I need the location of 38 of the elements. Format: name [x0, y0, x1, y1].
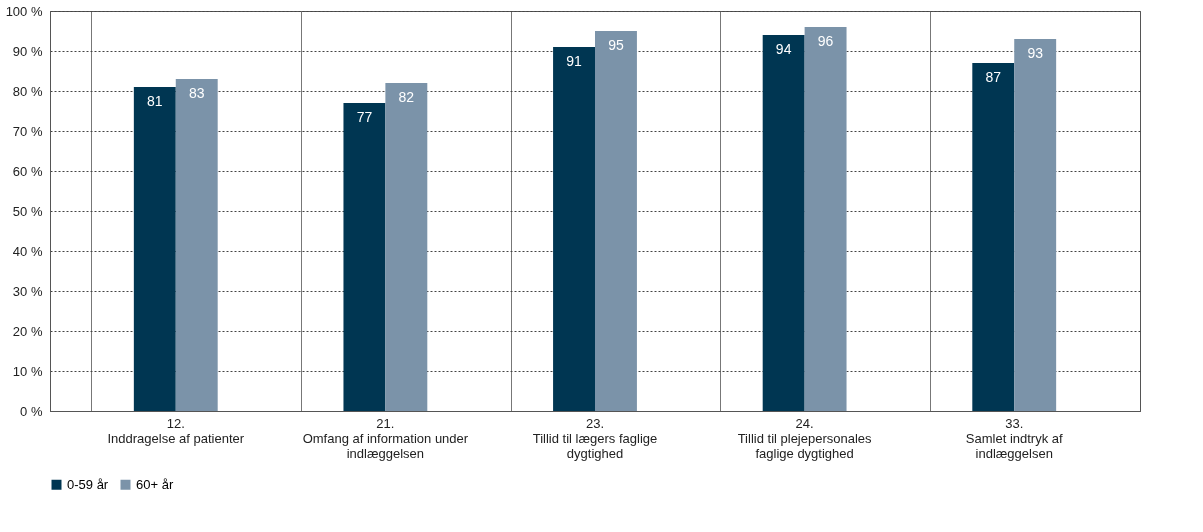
bar [343, 103, 386, 411]
data-label: 82 [398, 89, 415, 105]
bar [133, 87, 176, 411]
x-tick-label: 23. Tillid til lægers faglige dygtighed [532, 415, 658, 461]
bar [1014, 39, 1057, 411]
y-tick-label: 50 % [12, 203, 43, 219]
data-label: 96 [817, 33, 834, 49]
data-label: 83 [188, 85, 205, 101]
y-tick-label: 0 % [20, 403, 43, 419]
y-tick-label: 90 % [12, 43, 43, 59]
legend-label: 0-59 år [67, 476, 109, 492]
x-tick-label: 24. Tillid til plejepersonales faglige dygtighed [737, 415, 873, 461]
y-tick-label: 100 % [5, 3, 43, 19]
data-label: 95 [608, 37, 624, 53]
x-tick-label: 21. Omfang af information under indlæggelsen [302, 415, 469, 461]
data-label: 81 [147, 93, 163, 109]
y-tick-label: 70 % [12, 123, 43, 139]
data-label: 94 [775, 41, 792, 57]
legend-label: 60+ år [136, 476, 174, 492]
y-tick-label: 30 % [12, 283, 43, 299]
y-tick-label: 80 % [12, 83, 43, 99]
bar [804, 27, 847, 411]
y-tick-label: 10 % [12, 363, 43, 379]
bar [595, 31, 637, 411]
data-label: 77 [356, 109, 373, 125]
bar [385, 83, 428, 411]
x-tick-label: 12. Inddragelse af patienter [107, 415, 245, 446]
bar [762, 35, 805, 411]
data-label: 91 [566, 53, 583, 69]
x-tick-label: 33. Samlet indtryk af indlæggelsen [965, 415, 1064, 461]
bar [972, 63, 1015, 411]
bar [553, 47, 595, 411]
data-label: 93 [1027, 45, 1044, 61]
y-tick-label: 60 % [12, 163, 43, 179]
y-tick-label: 20 % [12, 323, 43, 339]
data-label: 87 [985, 69, 1002, 85]
y-tick-label: 40 % [12, 243, 43, 259]
bar [175, 79, 218, 411]
